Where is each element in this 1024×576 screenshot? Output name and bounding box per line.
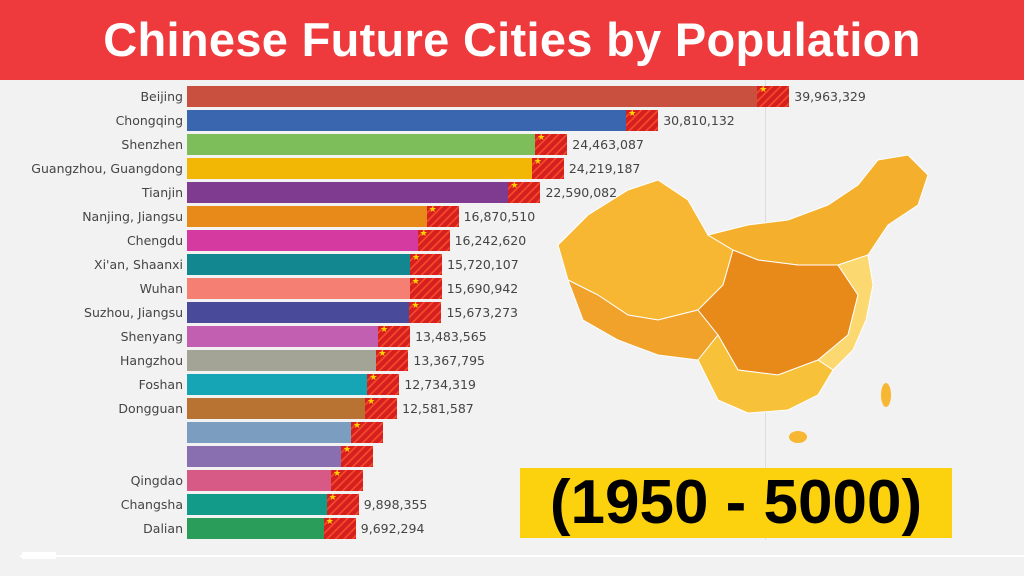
china-flag-icon [626, 108, 659, 131]
bar-label: Dongguan [118, 401, 183, 416]
bar-value-label: 9,898,355 [363, 497, 428, 512]
map-region-east [817, 254, 874, 371]
bar [187, 492, 359, 515]
bar-value-label: 15,690,942 [446, 281, 519, 296]
china-flag-icon [367, 372, 400, 395]
bar-value-label: 13,367,795 [413, 353, 485, 368]
bar-label: Shenyang [120, 329, 183, 344]
china-map [557, 154, 929, 443]
bar-value-label: 12,734,319 [404, 377, 476, 392]
china-flag-icon [410, 252, 443, 275]
china-flag-icon [409, 276, 442, 299]
bar-label: Dalian [143, 521, 183, 536]
china-flag-icon [508, 180, 541, 203]
china-flag-icon [351, 420, 384, 443]
bar-value-label: 12,581,587 [402, 401, 474, 416]
bar [187, 276, 442, 299]
bar [187, 420, 384, 443]
china-flag-icon [323, 516, 356, 539]
bar [187, 108, 659, 131]
bar [187, 444, 374, 467]
bar [187, 228, 450, 251]
bar [187, 156, 564, 179]
china-flag-icon [326, 492, 359, 515]
bar [187, 396, 398, 419]
bar [187, 372, 400, 395]
bar-label: Tianjin [141, 185, 183, 200]
timeline-handle[interactable] [22, 552, 56, 559]
bar-label: Suzhou, Jiangsu [84, 305, 183, 320]
bar-label: Guangzhou, Guangdong [31, 161, 183, 176]
china-flag-icon [417, 228, 450, 251]
bar-label: Nanjing, Jiangsu [82, 209, 183, 224]
map-hainan [789, 431, 807, 443]
bar-label: Shenzhen [121, 137, 183, 152]
bar-label: Chengdu [126, 233, 183, 248]
china-flag-icon [365, 396, 398, 419]
bar-label: Wuhan [139, 281, 183, 296]
page-title: Chinese Future Cities by Population [0, 0, 1024, 80]
bar-label: Hangzhou [120, 353, 183, 368]
bar [187, 204, 459, 227]
bar-label: Foshan [138, 377, 183, 392]
bar [187, 324, 411, 347]
bar-value-label: 15,673,273 [446, 305, 519, 320]
china-flag-icon [531, 156, 564, 179]
china-flag-icon [341, 444, 374, 467]
bar [187, 468, 364, 491]
period-label: (1950 - 5000) [520, 468, 952, 538]
bar-value-label: 24,219,187 [568, 161, 641, 176]
map-region-south [697, 334, 834, 414]
bar-value-label: 39,963,329 [794, 89, 866, 104]
bar-label: Qingdao [130, 473, 183, 488]
china-flag-icon [535, 132, 568, 155]
map-region-north [706, 154, 929, 266]
timeline-track[interactable] [20, 555, 1024, 557]
china-flag-icon [378, 324, 411, 347]
bar [187, 180, 541, 203]
china-flag-icon [331, 468, 364, 491]
bar [187, 516, 356, 539]
bar [187, 348, 409, 371]
bar-label: Chongqing [115, 113, 183, 128]
bar-value-label: 30,810,132 [663, 113, 735, 128]
bar-value-label: 16,870,510 [463, 209, 536, 224]
bar [187, 300, 442, 323]
china-flag-icon [757, 84, 790, 107]
bar-value-label: 16,242,620 [454, 233, 527, 248]
bar-value-label: 13,483,565 [415, 329, 487, 344]
map-taiwan [881, 383, 891, 407]
china-flag-icon [409, 300, 442, 323]
bar-label: Beijing [140, 89, 183, 104]
bar-label: Xi'an, Shaanxi [94, 257, 183, 272]
bar-value-label: 24,463,087 [572, 137, 644, 152]
bar [187, 132, 568, 155]
bar-value-label: 15,720,107 [447, 257, 519, 272]
bar-value-label: 22,590,082 [545, 185, 618, 200]
bar [187, 84, 790, 107]
bar-label: Changsha [120, 497, 183, 512]
china-flag-icon [426, 204, 459, 227]
bar [187, 252, 443, 275]
bar-value-label: 9,692,294 [360, 521, 425, 536]
china-flag-icon [376, 348, 409, 371]
